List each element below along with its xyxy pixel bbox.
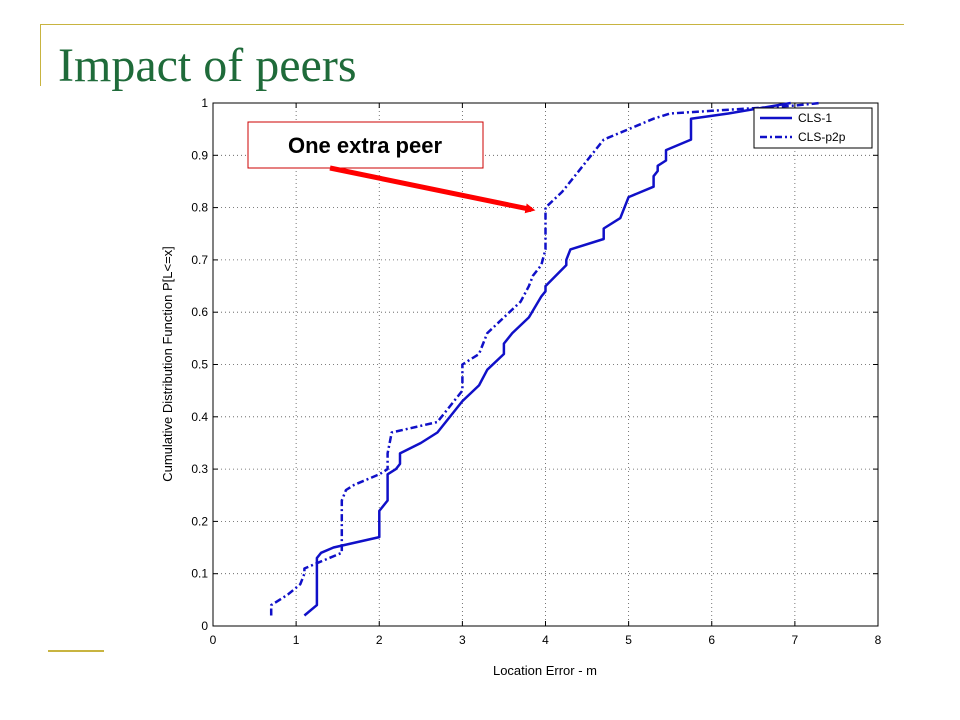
y-tick-label: 0.8: [191, 201, 208, 215]
x-tick-label: 6: [708, 633, 715, 647]
x-tick-label: 1: [293, 633, 300, 647]
x-tick-label: 3: [459, 633, 466, 647]
y-tick-label: 0.9: [191, 148, 208, 162]
legend-label-cls-1: CLS-1: [798, 111, 832, 125]
x-tick-label: 0: [210, 633, 217, 647]
y-tick-label: 0: [201, 619, 208, 633]
y-tick-label: 0.2: [191, 514, 208, 528]
y-tick-label: 0.4: [191, 410, 208, 424]
annotation: One extra peer: [247, 121, 536, 214]
slide-title: Impact of peers: [58, 39, 357, 92]
x-tick-label: 4: [542, 633, 549, 647]
grid: [213, 103, 878, 626]
annotation-text: One extra peer: [288, 133, 443, 158]
legend-label-cls-p2p: CLS-p2p: [798, 130, 846, 144]
footer-decor: [48, 650, 104, 652]
y-tick-label: 0.6: [191, 305, 208, 319]
annotation-arrow: [329, 165, 536, 214]
y-tick-label: 0.7: [191, 253, 208, 267]
x-tick-label: 7: [792, 633, 799, 647]
x-tick-label: 8: [875, 633, 882, 647]
series-group: [269, 101, 820, 617]
title-side-decor: [40, 24, 41, 86]
legend: CLS-1 CLS-p2p: [753, 107, 873, 149]
x-axis-label: Location Error - m: [493, 663, 597, 678]
annotation-box: [247, 121, 484, 169]
ticks: 0 1 2 3 4 5 6 7 8 0 0.1 0.2 0.3 0.4 0.5 0.6 0.7 0.8 0.9 1: [191, 96, 881, 647]
y-tick-label: 0.3: [191, 462, 208, 476]
y-tick-label: 1: [201, 96, 208, 110]
x-tick-label: 2: [376, 633, 383, 647]
y-tick-label: 0.1: [191, 567, 208, 581]
legend-box: [753, 107, 873, 149]
series-line-cls-p2p: [269, 101, 820, 616]
series-line-cls-1: [303, 101, 791, 617]
y-tick-label: 0.5: [191, 358, 208, 372]
x-tick-label: 5: [625, 633, 632, 647]
title-bar-decor: [40, 24, 904, 25]
y-axis-label: Cumulative Distribution Function P[L<=x]: [160, 246, 175, 482]
